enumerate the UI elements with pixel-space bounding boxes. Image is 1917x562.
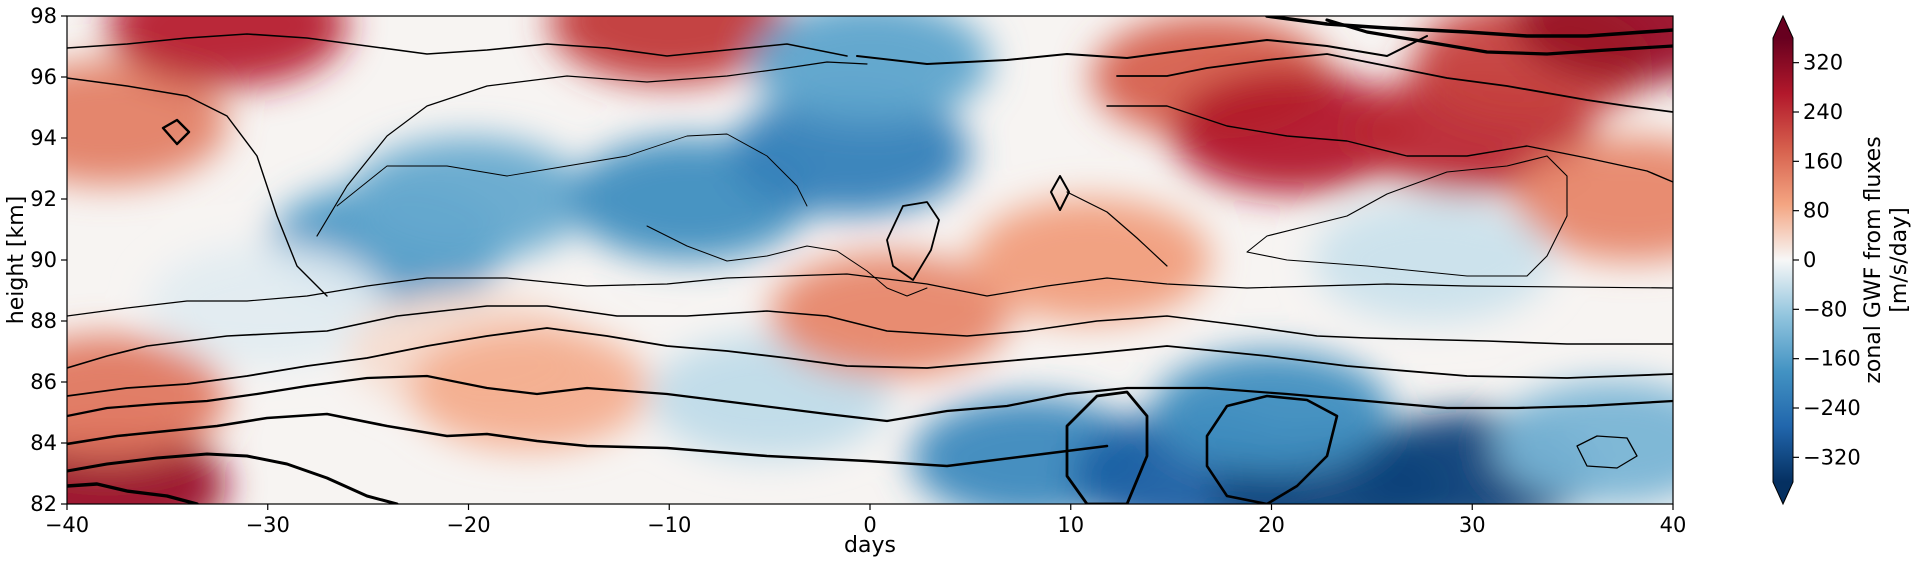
colorbar-tick-label: 240 — [1803, 100, 1843, 124]
contour-line-4 — [67, 452, 399, 504]
colorbar-tick-label: 80 — [1803, 199, 1830, 223]
fill-patch-21 — [1512, 137, 1673, 261]
x-tick-label: 0 — [863, 513, 876, 537]
x-axis-label: days — [844, 533, 896, 558]
fill-patch-27 — [1151, 350, 1392, 475]
contour-loop-5 — [886, 201, 940, 281]
x-tick-label: 10 — [1057, 513, 1084, 537]
fill-patch-12 — [408, 326, 649, 451]
contour-line-1 — [67, 327, 1673, 397]
fill-patch-14 — [770, 252, 1011, 377]
contour-loop-3 — [161, 118, 191, 146]
colorbar-extend-bottom — [1773, 482, 1793, 504]
fill-patch-4 — [549, 16, 790, 85]
x-tick-label: −10 — [647, 513, 691, 537]
colorbar-tick-label: −80 — [1803, 297, 1847, 321]
fill-patch-8 — [729, 91, 970, 216]
plot-area — [66, 15, 1674, 505]
contour-loop-2 — [1576, 435, 1638, 469]
contour-line-6 — [67, 273, 1673, 317]
y-tick-label: 82 — [30, 492, 57, 516]
y-tick-label: 96 — [30, 65, 57, 89]
y-tick-label: 92 — [30, 187, 57, 211]
contour-loop-4 — [1050, 175, 1070, 211]
contour-line-2 — [67, 374, 1673, 423]
colorbar-tick-label: 320 — [1803, 51, 1843, 75]
x-tick-label: −20 — [446, 513, 490, 537]
colorbar-label-line2: [m/s/day] — [1887, 207, 1912, 312]
contour-line-0 — [67, 305, 1673, 369]
y-tick-label: 94 — [30, 126, 57, 150]
contour-line-15 — [1246, 155, 1568, 277]
contour-layer — [67, 16, 1673, 504]
fill-patch-6 — [348, 137, 589, 261]
contour-line-10 — [1265, 16, 1673, 38]
y-axis: 82 84 86 88 90 92 94 96 98 — [30, 4, 67, 516]
colorbar-tick-label: −240 — [1803, 396, 1861, 420]
x-tick-label: −40 — [45, 513, 89, 537]
contour-loop-0 — [1065, 390, 1149, 504]
x-axis: −40 −30 −20 −10 0 10 20 30 40 — [45, 504, 1687, 537]
contour-line-14 — [646, 225, 928, 297]
contour-line-8 — [856, 35, 1428, 65]
contour-line-16 — [1066, 191, 1168, 267]
x-tick-label: 30 — [1459, 513, 1486, 537]
x-tick-label: 20 — [1258, 513, 1285, 537]
x-tick-label: 40 — [1660, 513, 1687, 537]
fill-patch-3 — [107, 16, 348, 88]
contour-line-11 — [67, 77, 328, 297]
fill-patch-17 — [1171, 69, 1412, 194]
contour-line-12 — [316, 61, 868, 237]
contour-line-3 — [67, 412, 1109, 468]
fill-patch-28 — [1492, 381, 1673, 504]
colorbar-tick-label: −160 — [1803, 347, 1861, 371]
colorbar-tick-label: −320 — [1803, 445, 1861, 469]
contour-line-7 — [67, 33, 848, 57]
y-tick-label: 98 — [30, 4, 57, 28]
contour-line-18 — [1106, 105, 1673, 183]
y-axis-label: height [km] — [4, 196, 29, 324]
y-tick-label: 88 — [30, 309, 57, 333]
colorbar-ticks: −320 −240 −160 −80 0 80 160 240 320 — [1793, 51, 1861, 469]
colorbar: −320 −240 −160 −80 0 80 160 240 320 zonal GWF fr… — [1772, 14, 1912, 506]
contour-line-13 — [336, 133, 808, 207]
colorbar-frame — [1772, 14, 1794, 506]
y-tick-label: 86 — [30, 370, 57, 394]
fill-patch-9 — [750, 16, 990, 124]
colorbar-gradient — [1773, 38, 1793, 482]
fill-patch-10 — [147, 243, 388, 368]
colorbar-tick-label: 0 — [1803, 248, 1816, 272]
colorbar-label-line1: zonal GWF from fluxes — [1861, 136, 1886, 383]
y-tick-label: 84 — [30, 431, 57, 455]
contour-loop-1 — [1205, 394, 1339, 504]
colorbar-tick-label: 160 — [1803, 149, 1843, 173]
x-tick-label: −30 — [246, 513, 290, 537]
fill-patch-15 — [970, 198, 1211, 322]
colorbar-extend-top — [1773, 16, 1793, 38]
y-tick-label: 90 — [30, 248, 57, 272]
contour-line-17 — [1116, 53, 1673, 113]
fill-patch-2 — [67, 60, 228, 185]
contour-line-9 — [1325, 18, 1673, 56]
contour-line-5 — [67, 482, 199, 504]
fill-patch-22 — [1312, 198, 1553, 322]
